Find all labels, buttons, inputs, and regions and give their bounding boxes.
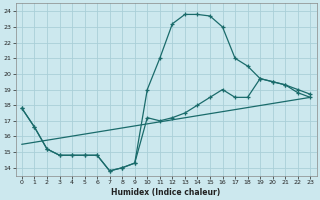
X-axis label: Humidex (Indice chaleur): Humidex (Indice chaleur) xyxy=(111,188,221,197)
